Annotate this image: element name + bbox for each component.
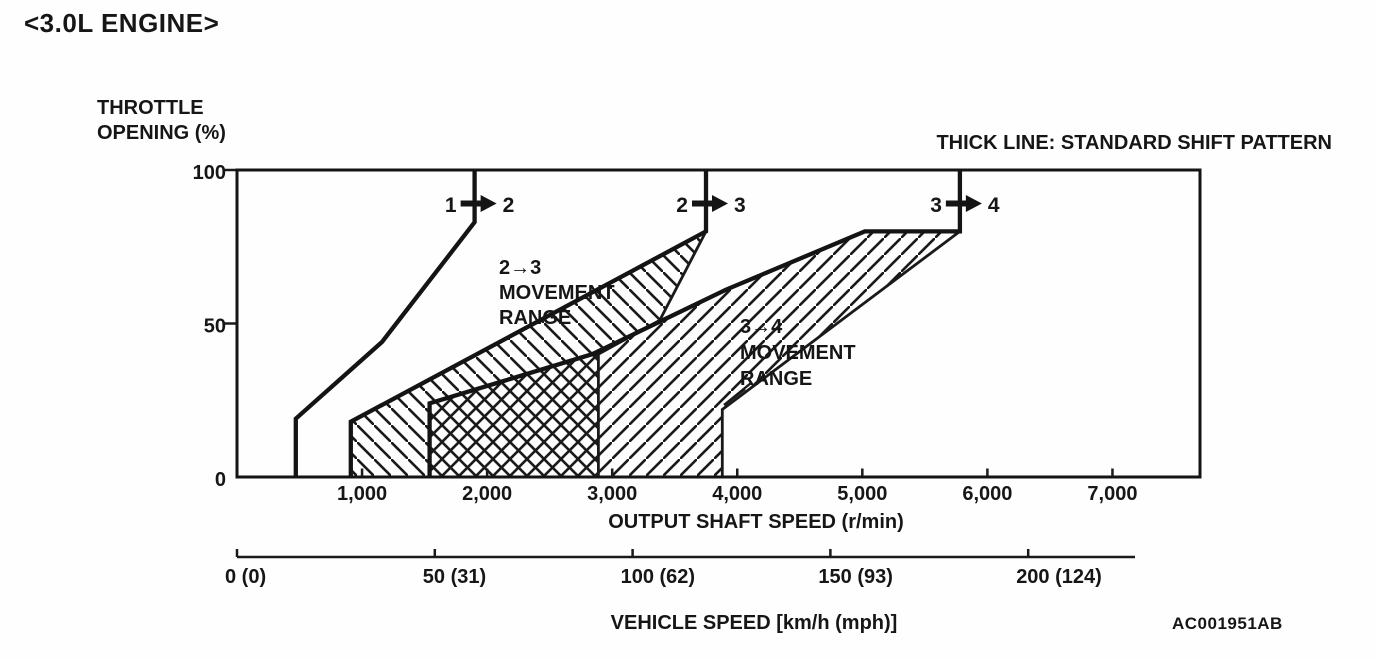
figure-code: AC001951AB [1172,614,1283,633]
vehicle-speed-tick-label: 200 (124) [1016,566,1102,588]
shift-label-from-gear: 1 [445,194,457,217]
x-axis-tick-label: 3,000 [587,483,637,505]
y-axis-title-line1: THROTTLE [97,97,204,119]
y-axis-tick-label: 0 [215,469,226,491]
x-axis-tick-label: 7,000 [1087,483,1137,505]
shift-arrow-icon [945,195,982,212]
shift-label-to-gear: 2 [503,194,515,217]
x-axis-ticks: 1,000 2,000 3,000 4,000 5,000 6,000 7,000 [337,468,1137,505]
shift-label-to-gear: 4 [988,194,1000,217]
vehicle-speed-tick-label: 0 (0) [225,566,266,588]
y-axis-title-line2: OPENING (%) [97,122,226,144]
range-boundary-3-4-line [720,230,961,477]
range-label-2-3-line1: 2→3 [499,257,541,279]
shift-label-from-gear: 3 [930,194,942,217]
range-label-pointer-arrow-icon [723,382,752,406]
shift-labels: 1 2 2 3 3 4 [445,194,1000,217]
shift-arrow-icon [691,195,728,212]
x-axis-tick-label: 6,000 [962,483,1012,505]
y-axis-tick-label: 100 [193,162,226,184]
vehicle-speed-tick-label: 150 (93) [818,566,893,588]
movement-range-3-4-hatch [429,231,960,477]
y-axis-ticks: 0 50 100 [193,162,236,491]
range-label-2-3-line2: MOVEMENT [499,282,615,304]
x-axis-tick-label: 1,000 [337,483,387,505]
x-axis-tick-label: 5,000 [837,483,887,505]
vehicle-speed-axis-ticks: 0 (0) 50 (31) 100 (62) 150 (93) 200 (124) [225,549,1102,588]
page-title: <3.0L ENGINE> [24,8,219,38]
vehicle-speed-axis-title: VEHICLE SPEED [km/h (mph)] [611,612,898,634]
standard-shift-line-3-4 [427,170,963,477]
range-label-3-4-line1: 3→4 [740,316,783,338]
vehicle-speed-tick-label: 50 (31) [423,566,486,588]
thick-line-note: THICK LINE: STANDARD SHIFT PATTERN [936,132,1332,154]
x-axis-tick-label: 4,000 [712,483,762,505]
x-axis-tick-label: 2,000 [462,483,512,505]
y-axis-tick-label: 50 [204,316,226,338]
range-label-2-3-line3: RANGE [499,307,571,329]
range-label-3-4-line2: MOVEMENT [740,342,856,364]
range-label-3-4-line3: RANGE [740,368,812,390]
shift-label-from-gear: 2 [676,194,688,217]
shift-label-to-gear: 3 [734,194,746,217]
vehicle-speed-tick-label: 100 (62) [621,566,696,588]
shift-arrow-icon [460,195,497,212]
plot-border [235,168,1202,479]
x-axis-title: OUTPUT SHAFT SPEED (r/min) [608,511,904,533]
